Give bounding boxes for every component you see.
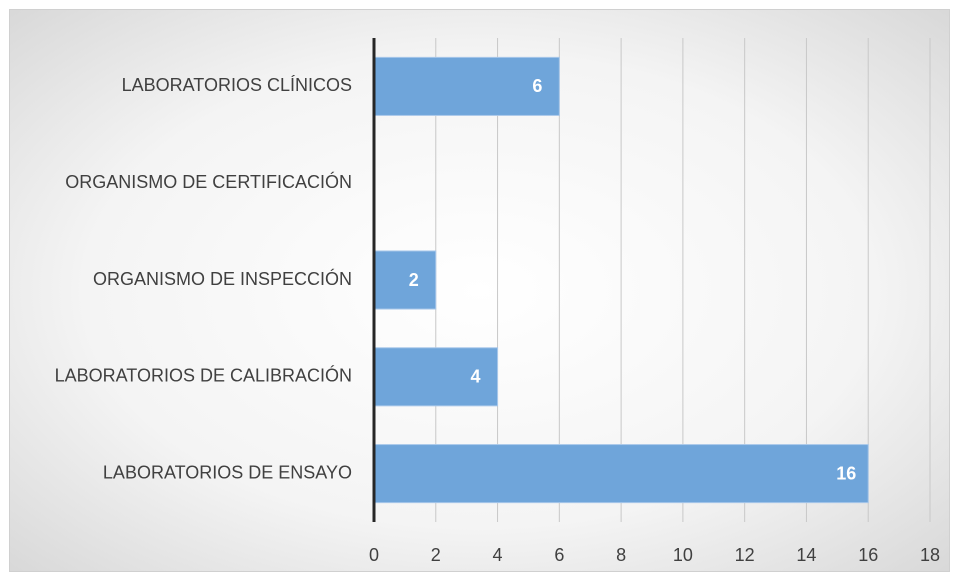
x-tick-label: 12 (735, 545, 755, 565)
y-tick-label: LABORATORIOS DE CALIBRACIÓN (55, 365, 352, 386)
x-tick-label: 6 (554, 545, 564, 565)
y-tick-label: LABORATORIOS DE ENSAYO (103, 462, 352, 482)
bar (373, 444, 869, 504)
y-tick-label: ORGANISMO DE INSPECCIÓN (93, 268, 352, 289)
bar (373, 250, 437, 310)
data-label: 6 (532, 76, 542, 96)
x-tick-label: 4 (493, 545, 503, 565)
y-tick-label: LABORATORIOS CLÍNICOS (122, 75, 352, 95)
data-label: 16 (836, 463, 856, 483)
x-tick-label: 0 (369, 545, 379, 565)
data-label: 4 (471, 367, 481, 387)
x-tick-label: 2 (431, 545, 441, 565)
x-tick-label: 14 (796, 545, 816, 565)
y-tick-label: ORGANISMO DE CERTIFICACIÓN (65, 171, 352, 192)
data-label: 2 (409, 270, 419, 290)
x-tick-label: 16 (858, 545, 878, 565)
x-tick-label: 18 (920, 545, 940, 565)
x-tick-label: 8 (616, 545, 626, 565)
x-tick-label: 10 (673, 545, 693, 565)
